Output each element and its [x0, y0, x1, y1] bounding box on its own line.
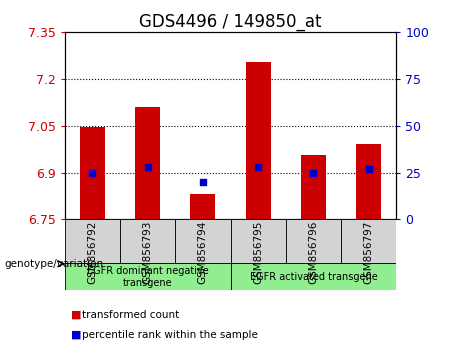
Text: EGFR activated transgene: EGFR activated transgene — [249, 272, 378, 282]
Point — [144, 164, 151, 170]
Bar — [301, 155, 326, 219]
Text: transformed count: transformed count — [82, 310, 179, 320]
Bar — [341, 219, 396, 263]
Point — [365, 166, 372, 172]
Point — [254, 164, 262, 170]
Bar — [356, 144, 381, 219]
Text: ■: ■ — [71, 310, 82, 320]
Text: GSM856793: GSM856793 — [142, 220, 153, 284]
Bar — [230, 263, 396, 290]
Bar — [286, 219, 341, 263]
Text: EGFR dominant negative
transgene: EGFR dominant negative transgene — [87, 266, 208, 288]
Bar — [65, 263, 230, 290]
Text: GSM856796: GSM856796 — [308, 220, 319, 284]
Bar — [190, 194, 215, 219]
Text: genotype/variation: genotype/variation — [5, 259, 104, 269]
Text: percentile rank within the sample: percentile rank within the sample — [82, 330, 258, 339]
Bar — [246, 62, 271, 219]
Title: GDS4496 / 149850_at: GDS4496 / 149850_at — [139, 13, 322, 30]
Text: ■: ■ — [71, 330, 82, 339]
Text: GSM856795: GSM856795 — [253, 220, 263, 284]
Text: GSM856797: GSM856797 — [364, 220, 374, 284]
Bar — [65, 219, 120, 263]
Text: GSM856792: GSM856792 — [87, 220, 97, 284]
Point — [199, 179, 207, 185]
Point — [310, 170, 317, 176]
Bar — [120, 219, 175, 263]
Bar — [175, 219, 230, 263]
Bar — [80, 127, 105, 219]
Point — [89, 170, 96, 176]
Bar — [230, 219, 286, 263]
Bar — [135, 107, 160, 219]
Text: GSM856794: GSM856794 — [198, 220, 208, 284]
